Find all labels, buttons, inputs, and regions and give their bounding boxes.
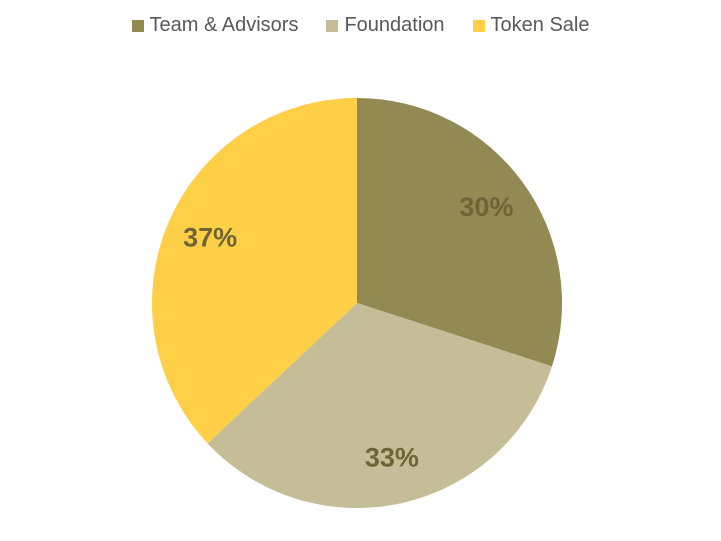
data-label: 37% — [183, 223, 237, 253]
legend-label: Token Sale — [490, 14, 590, 36]
data-label: 33% — [365, 442, 419, 472]
data-label: 30% — [459, 192, 513, 222]
pie-slice — [357, 98, 563, 367]
pie-slice — [207, 303, 552, 509]
legend-item: Token Sale — [472, 14, 590, 37]
legend-label: Team & Advisors — [149, 14, 299, 36]
legend-swatch — [131, 19, 144, 32]
legend: Team & Advisors Foundation Token Sale — [0, 14, 721, 37]
legend-swatch — [472, 19, 485, 32]
legend-swatch — [326, 19, 339, 32]
legend-item: Team & Advisors — [131, 14, 299, 37]
pie-slice — [152, 98, 357, 444]
legend-item: Foundation — [326, 14, 445, 37]
legend-label: Foundation — [344, 14, 445, 36]
